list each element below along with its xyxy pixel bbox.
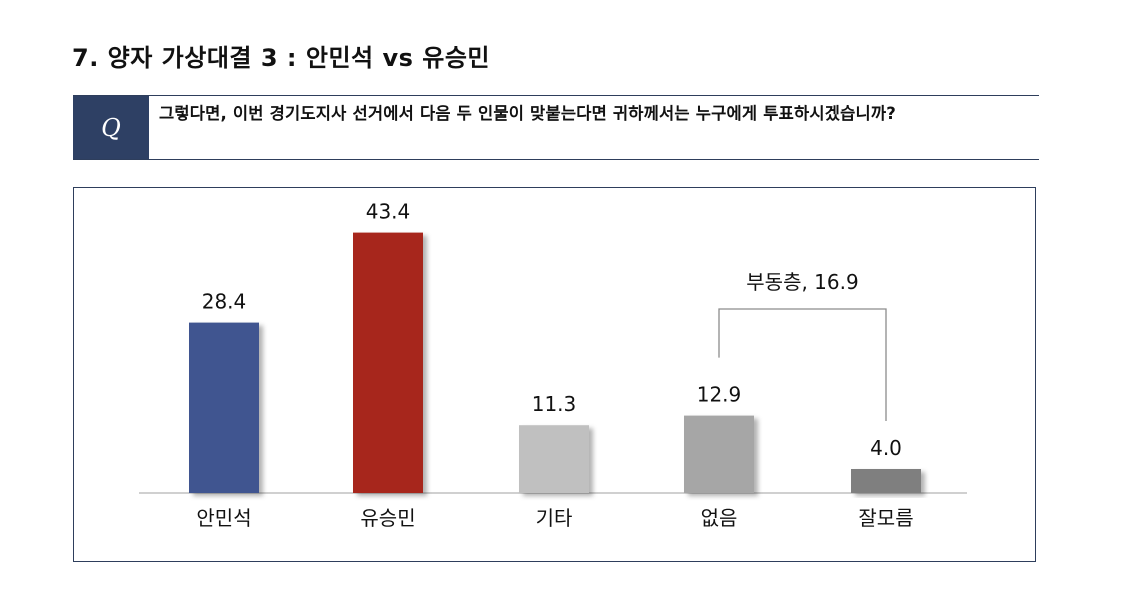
value-label-2: 43.4: [366, 200, 411, 224]
undecided-bracket: [718, 308, 887, 421]
question-row: Q 그렇다면, 이번 경기도지사 선거에서 다음 두 인물이 맞붙는다면 귀하께…: [73, 95, 1039, 160]
bar-4: [684, 415, 754, 493]
question-marker: Q: [73, 96, 149, 159]
category-label-1: 안민석: [196, 506, 251, 530]
value-label-5: 4.0: [870, 436, 902, 460]
category-label-2: 유승민: [360, 506, 415, 530]
category-label-3: 기타: [536, 506, 573, 530]
bar-1: [189, 322, 259, 493]
bar-5: [851, 469, 921, 493]
undecided-label: 부동층, 16.9: [746, 270, 858, 294]
page-title: 7. 양자 가상대결 3 : 안민석 vs 유승민: [72, 44, 490, 72]
bar-2: [353, 232, 423, 493]
value-label-4: 12.9: [697, 383, 742, 407]
category-label-4: 없음: [701, 506, 738, 530]
value-label-3: 11.3: [532, 392, 577, 416]
chart-frame: 28.4 안민석 43.4 유승민 11.3 기타 12.9 없음 4.0 잘모름 부동층, 16…: [73, 187, 1036, 562]
value-label-1: 28.4: [202, 290, 247, 314]
category-label-5: 잘모름: [858, 506, 913, 530]
bar-chart: 28.4 안민석 43.4 유승민 11.3 기타 12.9 없음 4.0 잘모름 부동층, 16…: [139, 200, 967, 530]
bar-3: [519, 425, 589, 493]
question-text: 그렇다면, 이번 경기도지사 선거에서 다음 두 인물이 맞붙는다면 귀하께서는…: [159, 104, 897, 123]
